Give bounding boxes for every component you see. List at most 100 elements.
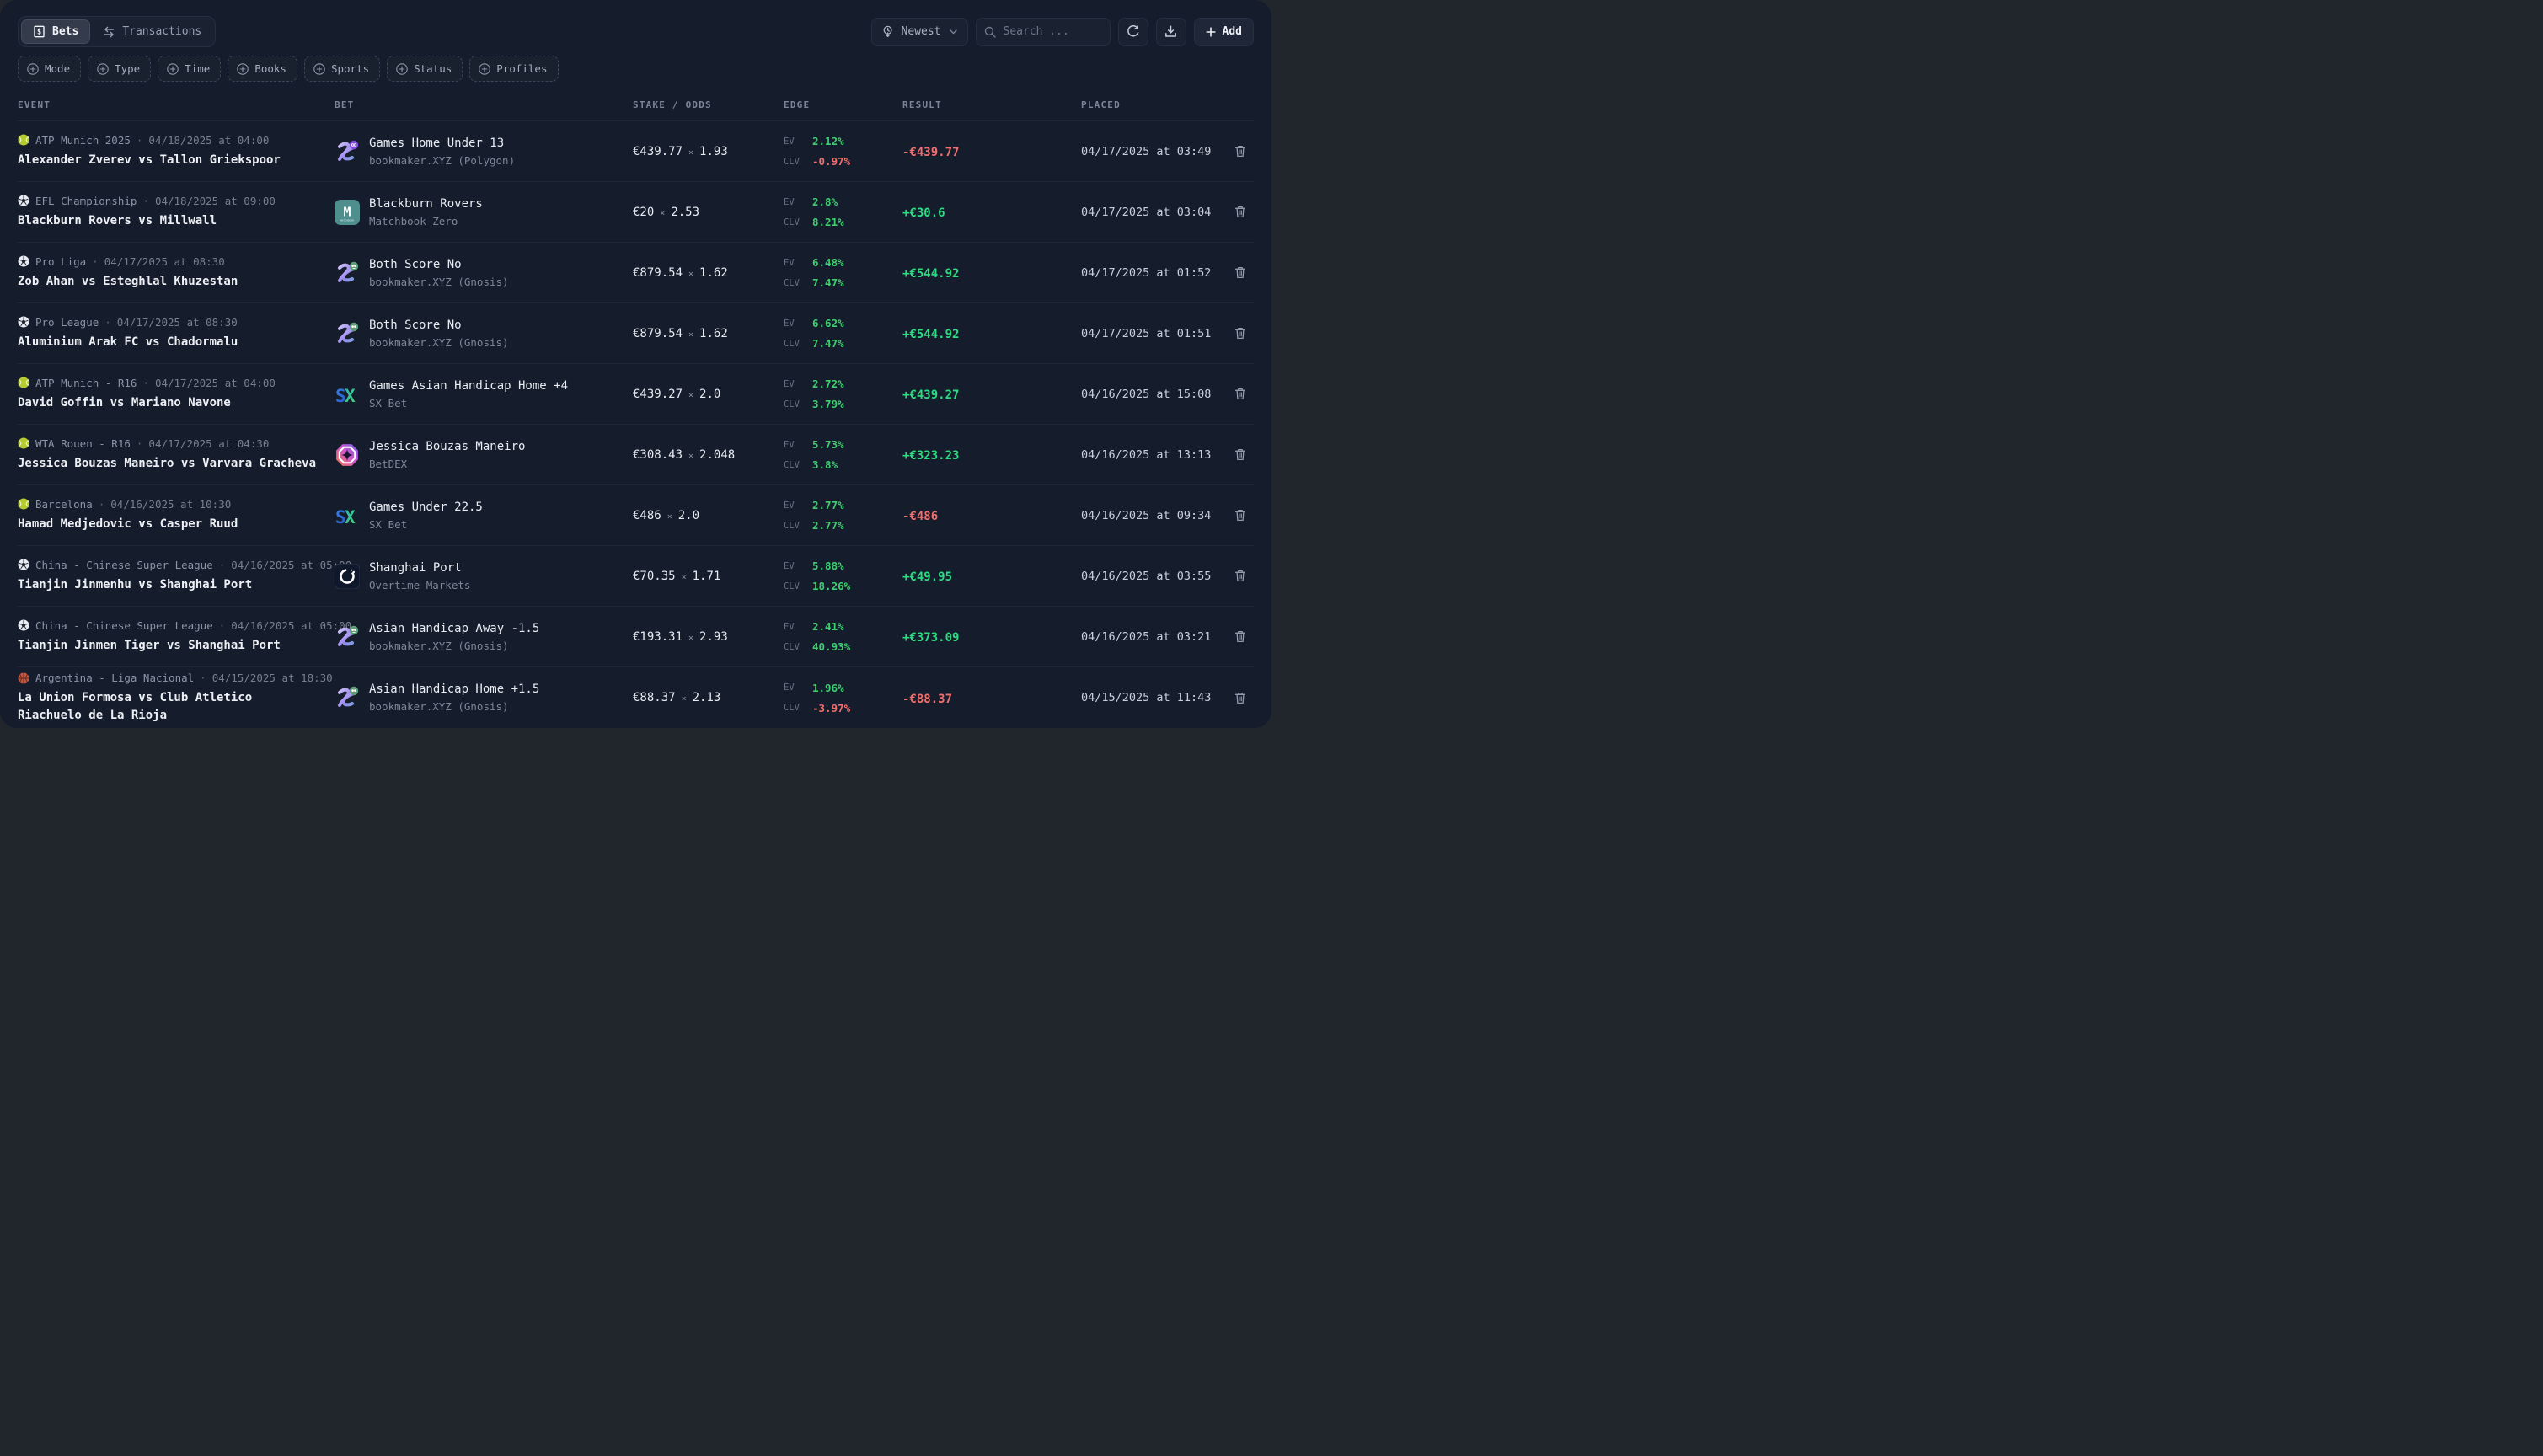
- delete-bet-button[interactable]: [1230, 141, 1250, 162]
- trash-icon: [1234, 448, 1246, 461]
- ev-value: 2.72%: [812, 377, 844, 390]
- multiply-symbol: ×: [660, 208, 666, 218]
- sport-icon-wrap: [18, 134, 29, 146]
- delete-bet-button[interactable]: [1230, 626, 1250, 647]
- odds-value: 1.62: [699, 265, 728, 280]
- clv-value: 3.79%: [812, 398, 844, 410]
- result-amount: +€49.95: [902, 570, 953, 584]
- ev-label: EV: [784, 257, 795, 268]
- table-row[interactable]: Argentina - Liga Nacional · 04/15/2025 a…: [18, 667, 1254, 728]
- tab-transactions[interactable]: Transactions: [92, 20, 212, 43]
- result-amount: +€544.92: [902, 267, 960, 281]
- sport-icon-wrap: [18, 195, 29, 206]
- league-label: ATP Munich - R16: [35, 376, 137, 389]
- ev-value: 5.73%: [812, 438, 844, 451]
- trash-icon: [1234, 570, 1246, 582]
- multiply-symbol: ×: [688, 633, 694, 643]
- table-body: ATP Munich 2025 · 04/18/2025 at 04:00 Al…: [18, 121, 1254, 728]
- result-amount: -€88.37: [902, 692, 953, 706]
- stake-amount: €879.54: [633, 265, 683, 280]
- bookmaker-xyz-gnosis-logo: [338, 625, 359, 646]
- clv-label: CLV: [784, 459, 800, 470]
- table-row[interactable]: Pro League · 04/17/2025 at 08:30 Alumini…: [18, 303, 1254, 364]
- delete-bet-button[interactable]: [1230, 383, 1250, 404]
- filter-profiles[interactable]: Profiles: [469, 56, 559, 82]
- swap-arrows-icon: [104, 26, 115, 37]
- event-title: Aluminium Arak FC vs Chadormalu: [18, 335, 238, 349]
- odds-value: 2.0: [699, 387, 721, 401]
- league-label: China - Chinese Super League: [35, 558, 213, 571]
- stake-amount: €439.77: [633, 144, 683, 158]
- filter-time[interactable]: Time: [158, 56, 222, 82]
- delete-bet-button[interactable]: [1230, 505, 1250, 526]
- table-row[interactable]: WTA Rouen - R16 · 04/17/2025 at 04:30 Je…: [18, 425, 1254, 485]
- ev-label: EV: [784, 318, 795, 329]
- clv-label: CLV: [784, 581, 800, 592]
- odds-value: 2.13: [692, 691, 721, 704]
- export-button[interactable]: [1155, 17, 1186, 46]
- league-label: Pro League: [35, 315, 99, 329]
- svg-text:X: X: [345, 507, 356, 527]
- bookmaker-name: SX Bet: [369, 396, 408, 410]
- league-label: Argentina - Liga Nacional: [35, 672, 195, 685]
- separator-dot: ·: [200, 672, 206, 685]
- delete-bet-button[interactable]: [1230, 262, 1250, 283]
- table-row[interactable]: EFL Championship · 04/18/2025 at 09:00 B…: [18, 182, 1254, 243]
- svg-text:M: M: [343, 204, 351, 219]
- clv-value: 3.8%: [812, 458, 838, 471]
- table-row[interactable]: Pro Liga · 04/17/2025 at 08:30 Zob Ahan …: [18, 243, 1254, 303]
- receipt-dollar-icon: $: [34, 25, 45, 38]
- filter-books[interactable]: Books: [228, 56, 297, 82]
- refresh-button[interactable]: [1117, 17, 1148, 46]
- table-row[interactable]: ATP Munich - R16 · 04/17/2025 at 04:00 D…: [18, 364, 1254, 425]
- delete-bet-button[interactable]: [1230, 688, 1250, 709]
- overtime-markets-logo: [335, 563, 360, 589]
- tab-bets[interactable]: $ Bets: [21, 19, 91, 44]
- table-row[interactable]: Barcelona · 04/16/2025 at 10:30 Hamad Me…: [18, 485, 1254, 546]
- multiply-symbol: ×: [688, 390, 694, 400]
- table-row[interactable]: China - Chinese Super League · 04/16/202…: [18, 607, 1254, 667]
- ev-value: 5.88%: [812, 559, 844, 572]
- add-bet-button[interactable]: Add: [1193, 17, 1254, 46]
- bookmaker-name: bookmaker.XYZ (Gnosis): [369, 700, 509, 713]
- circle-plus-icon: [396, 62, 408, 75]
- delete-bet-button[interactable]: [1230, 323, 1250, 344]
- tennis-ball-icon: [18, 437, 29, 449]
- bookmaker-name: Overtime Markets: [369, 578, 471, 592]
- bet-selection: Shanghai Port: [369, 560, 462, 575]
- tennis-ball-icon: [18, 498, 29, 510]
- delete-bet-button[interactable]: [1230, 201, 1250, 222]
- filter-type[interactable]: Type: [88, 56, 152, 82]
- sort-dropdown[interactable]: Newest: [870, 17, 968, 46]
- odds-value: 1.93: [699, 144, 728, 158]
- delete-bet-button[interactable]: [1230, 565, 1250, 586]
- stake-amount: €308.43: [633, 447, 683, 462]
- table-row[interactable]: China - Chinese Super League · 04/16/202…: [18, 546, 1254, 607]
- multiply-symbol: ×: [681, 694, 687, 704]
- trash-icon: [1234, 509, 1246, 522]
- circle-plus-icon: [313, 62, 325, 75]
- delete-bet-button[interactable]: [1230, 444, 1250, 465]
- clv-value: 8.21%: [812, 216, 844, 228]
- event-datetime: 04/17/2025 at 04:30: [148, 436, 270, 450]
- filter-sports[interactable]: Sports: [303, 56, 381, 82]
- basketball-icon: [18, 672, 29, 684]
- ev-label: EV: [784, 378, 795, 389]
- filter-mode[interactable]: Mode: [18, 56, 82, 82]
- bookmaker-xyz-gnosis-logo: [338, 686, 359, 707]
- ev-value: 2.12%: [812, 135, 844, 147]
- separator-dot: ·: [218, 558, 226, 571]
- event-datetime: 04/17/2025 at 04:00: [154, 376, 276, 389]
- filter-bar: Mode Type Time Books Sports Status Profi…: [18, 56, 1254, 82]
- filter-status[interactable]: Status: [387, 56, 463, 82]
- search-box: [975, 17, 1111, 46]
- svg-text:X: X: [345, 386, 356, 406]
- table-row[interactable]: ATP Munich 2025 · 04/18/2025 at 04:00 Al…: [18, 121, 1254, 182]
- sort-value: Newest: [901, 25, 941, 38]
- clv-value: 7.47%: [812, 337, 844, 350]
- tennis-ball-icon: [18, 377, 29, 388]
- search-input[interactable]: [975, 17, 1111, 46]
- placed-datetime: 04/17/2025 at 03:04: [1081, 205, 1212, 219]
- clock-sort-icon: [883, 25, 892, 38]
